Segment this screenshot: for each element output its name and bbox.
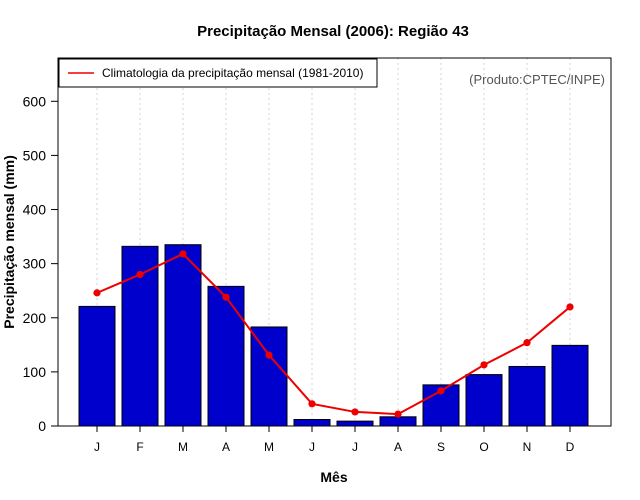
y-tick-label: 0 <box>38 418 46 434</box>
climatology-point-12 <box>566 303 574 311</box>
climatology-point-7 <box>351 408 359 416</box>
climatology-point-11 <box>523 339 531 347</box>
bar-series <box>78 244 589 427</box>
x-tick-label: J <box>309 440 315 454</box>
x-tick-label: J <box>94 440 100 454</box>
y-tick-label: 300 <box>23 256 47 272</box>
plot-frame <box>57 57 612 427</box>
x-tick-label: S <box>437 440 445 454</box>
y-axis-title: Precipitação mensal (mm) <box>1 155 17 329</box>
bar-3 <box>164 244 202 427</box>
climatology-point-9 <box>437 387 445 395</box>
climatology-point-3 <box>179 250 187 258</box>
legend: Climatologia da precipitação mensal (198… <box>58 58 378 88</box>
bar-6 <box>293 419 331 427</box>
bar-5 <box>250 326 288 427</box>
climatology-point-8 <box>394 410 402 418</box>
y-tick-label: 600 <box>23 93 47 109</box>
x-tick-label: F <box>136 440 143 454</box>
x-tick-label: M <box>178 440 188 454</box>
x-tick-label: D <box>566 440 575 454</box>
y-tick-label: 200 <box>23 310 47 326</box>
x-tick-label: J <box>352 440 358 454</box>
climatology-line-series <box>93 250 574 418</box>
climatology-point-5 <box>265 351 273 359</box>
legend-entry-climatology: Climatologia da precipitação mensal (198… <box>102 66 363 80</box>
bar-4 <box>207 285 245 427</box>
x-tick-label: O <box>479 440 488 454</box>
x-tick-label: A <box>222 440 230 454</box>
legend-box <box>58 58 378 88</box>
climatology-point-6 <box>308 400 316 408</box>
climatology-point-10 <box>480 361 488 369</box>
bar-12 <box>551 344 589 427</box>
y-tick-label: 500 <box>23 147 47 163</box>
chart-title: Precipitação Mensal (2006): Região 43 <box>197 23 469 40</box>
climatology-point-4 <box>222 293 230 301</box>
climatology-line <box>96 252 571 416</box>
x-tick-label: N <box>523 440 532 454</box>
x-tick-label: M <box>264 440 274 454</box>
x-tick-label: A <box>394 440 402 454</box>
bar-7 <box>336 420 374 427</box>
bar-10 <box>465 374 503 427</box>
bar-11 <box>508 365 546 427</box>
bar-8 <box>379 416 417 427</box>
y-tick-label: 100 <box>23 364 47 380</box>
climatology-point-2 <box>136 270 144 279</box>
climatology-point-1 <box>93 289 101 297</box>
y-axis: 0 100 200 300 400 500 600 <box>23 93 58 434</box>
x-axis-title: Mês <box>320 469 347 485</box>
y-tick-label: 400 <box>23 202 47 218</box>
bar-1 <box>78 305 116 427</box>
credit-label: (Produto:CPTEC/INPE) <box>469 72 605 87</box>
